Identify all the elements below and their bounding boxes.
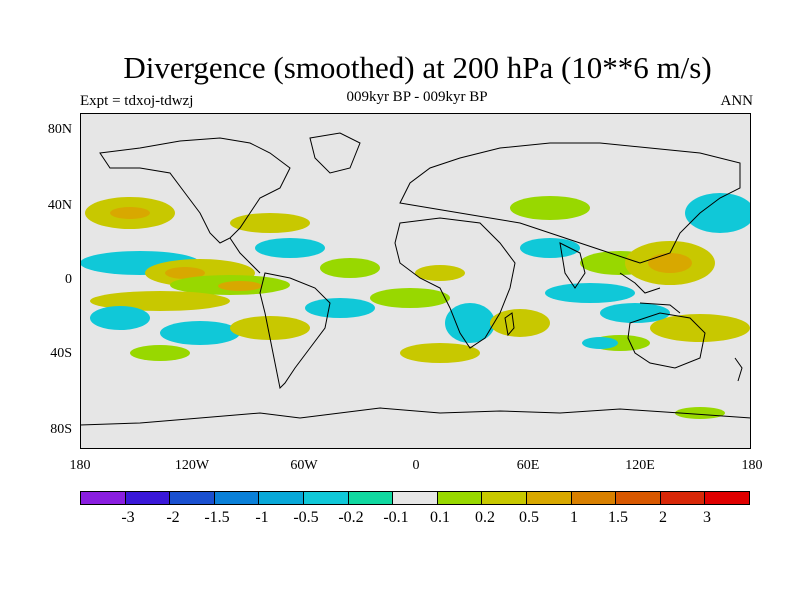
field-blob xyxy=(510,196,590,220)
field-blob xyxy=(230,213,310,233)
field-blob xyxy=(520,238,580,258)
colorbar-label: 0.2 xyxy=(475,509,495,526)
field-blob xyxy=(445,303,495,343)
plot-title: Divergence (smoothed) at 200 hPa (10**6 … xyxy=(123,50,712,85)
field-blob xyxy=(160,321,240,345)
field-blob xyxy=(400,343,480,363)
colorbar-swatch xyxy=(81,492,126,504)
colorbar-label: 0.1 xyxy=(430,509,450,526)
colorbar-swatch xyxy=(348,492,394,504)
season-label: ANN xyxy=(720,93,754,109)
field-blob xyxy=(582,337,618,349)
field-blob xyxy=(255,238,325,258)
colorbar-label: -0.1 xyxy=(383,509,409,526)
field-blob xyxy=(490,309,550,337)
colorbar-swatch xyxy=(705,492,749,504)
colorbar-label: 1 xyxy=(570,509,578,526)
divergence-field xyxy=(80,193,751,419)
plot-subtitle: 009kyr BP - 009kyr BP xyxy=(346,89,488,105)
colorbar-swatch xyxy=(214,492,260,504)
field-blob xyxy=(230,316,310,340)
divergence-map xyxy=(80,113,751,449)
field-blob xyxy=(165,267,205,279)
x-tick-label: 120W xyxy=(174,458,210,473)
field-blob xyxy=(90,306,150,330)
field-blob xyxy=(545,283,635,303)
colorbar-swatch xyxy=(437,492,483,504)
colorbar-swatch xyxy=(571,492,617,504)
field-blob xyxy=(370,288,450,308)
colorbar-swatch xyxy=(259,492,304,504)
field-blob xyxy=(685,193,751,233)
colorbar-label: -1.5 xyxy=(204,509,230,526)
colorbar xyxy=(80,491,750,505)
x-tick-label: 60W xyxy=(290,458,318,473)
colorbar-label: -3 xyxy=(121,509,135,526)
colorbar-label: -2 xyxy=(166,509,180,526)
field-blob xyxy=(305,298,375,318)
x-tick-label: 60E xyxy=(516,458,540,473)
x-tick-label: 0 xyxy=(412,458,420,473)
x-tick-label: 180 xyxy=(741,458,763,473)
field-blob xyxy=(648,253,692,273)
colorbar-swatch xyxy=(660,492,706,504)
y-tick-label: 80S xyxy=(50,422,72,437)
y-tick-label: 0 xyxy=(65,272,72,287)
colorbar-swatch xyxy=(482,492,527,504)
colorbar-label: 3 xyxy=(703,509,711,526)
field-blob xyxy=(600,303,670,323)
colorbar-swatch xyxy=(616,492,661,504)
colorbar-label: 0.5 xyxy=(519,509,539,526)
colorbar-label: -0.5 xyxy=(293,509,319,526)
field-blob xyxy=(110,207,150,219)
colorbar-swatch xyxy=(526,492,572,504)
colorbar-swatch xyxy=(125,492,171,504)
field-blob xyxy=(130,345,190,361)
map-frame xyxy=(80,113,751,449)
experiment-label: Expt = tdxoj-tdwzj xyxy=(80,93,194,109)
field-blob xyxy=(415,265,465,281)
field-blob xyxy=(218,281,262,291)
colorbar-swatch xyxy=(393,492,438,504)
field-blob xyxy=(675,407,725,419)
colorbar-label: 1.5 xyxy=(608,509,628,526)
coastlines xyxy=(80,132,751,426)
y-tick-label: 80N xyxy=(47,122,72,137)
colorbar-label: -1 xyxy=(255,509,269,526)
colorbar-label: 2 xyxy=(659,509,667,526)
y-tick-label: 40S xyxy=(50,346,72,361)
field-blob xyxy=(320,258,380,278)
y-tick-label: 40N xyxy=(47,198,72,213)
colorbar-swatch xyxy=(303,492,349,504)
colorbar-label: -0.2 xyxy=(338,509,364,526)
x-tick-label: 120E xyxy=(625,458,655,473)
colorbar-swatch xyxy=(170,492,215,504)
x-tick-label: 180 xyxy=(69,458,91,473)
field-blob xyxy=(90,291,230,311)
